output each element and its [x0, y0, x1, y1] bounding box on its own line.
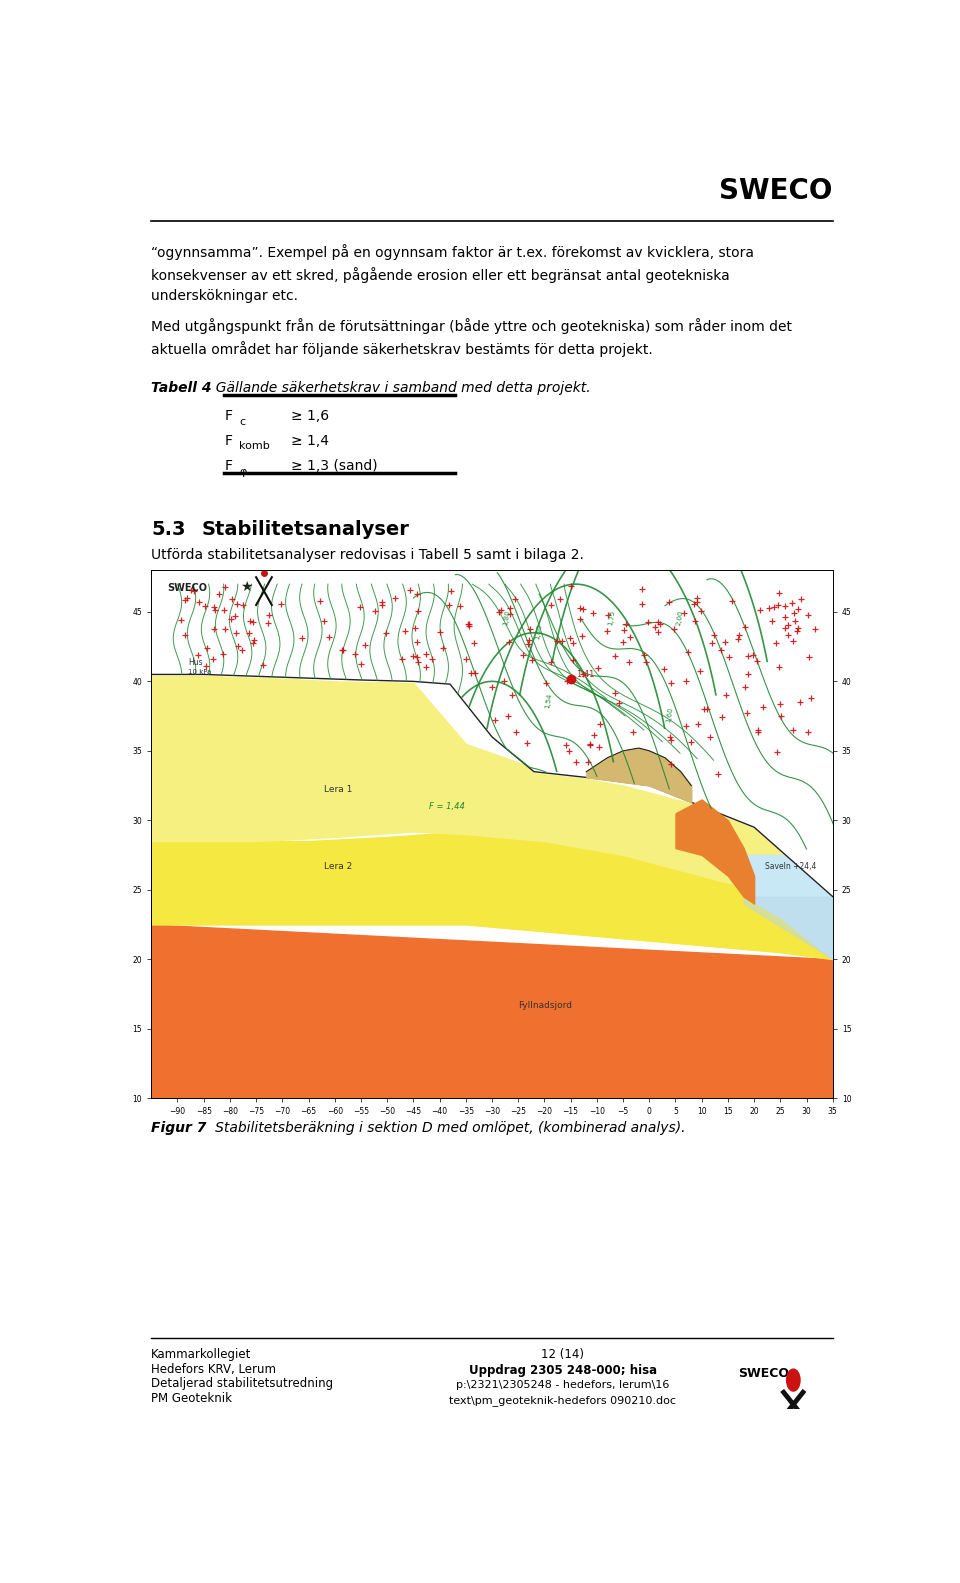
Text: F: F — [225, 434, 232, 448]
Text: p:\2321\2305248 - hedefors, lerum\16: p:\2321\2305248 - hedefors, lerum\16 — [456, 1380, 669, 1390]
Text: Uppdrag 2305 248-000; hisa: Uppdrag 2305 248-000; hisa — [468, 1365, 657, 1377]
Text: ≥ 1,4: ≥ 1,4 — [291, 434, 329, 448]
Text: ≥ 1,3 (sand): ≥ 1,3 (sand) — [291, 459, 377, 473]
Text: SWECO: SWECO — [719, 177, 832, 206]
Text: PM Geoteknik: PM Geoteknik — [152, 1391, 232, 1404]
Text: F: F — [225, 459, 232, 473]
Text: Figur 7: Figur 7 — [152, 1121, 206, 1135]
Text: Kammarkollegiet: Kammarkollegiet — [152, 1349, 252, 1361]
Text: “ogynnsamma”. Exempel på en ogynnsam faktor är t.ex. förekomst av kvicklera, sto: “ogynnsamma”. Exempel på en ogynnsam fak… — [152, 244, 755, 302]
Text: Gällande säkerhetskrav i samband med detta projekt.: Gällande säkerhetskrav i samband med det… — [207, 382, 590, 396]
Text: c: c — [239, 416, 245, 427]
Text: Hedefors KRV, Lerum: Hedefors KRV, Lerum — [152, 1363, 276, 1376]
Text: 12 (14): 12 (14) — [541, 1349, 585, 1361]
Text: Stabilitetsberäkning i sektion D med omlöpet, (kombinerad analys).: Stabilitetsberäkning i sektion D med oml… — [202, 1121, 685, 1135]
Text: Detaljerad stabilitetsutredning: Detaljerad stabilitetsutredning — [152, 1377, 333, 1390]
Text: ≥ 1,6: ≥ 1,6 — [291, 410, 329, 423]
Text: Tabell 4: Tabell 4 — [152, 382, 212, 396]
Text: Med utgångspunkt från de förutsättningar (både yttre och geotekniska) som råder : Med utgångspunkt från de förutsättningar… — [152, 318, 792, 358]
Text: Stabilitetsanalyser: Stabilitetsanalyser — [202, 521, 410, 540]
Circle shape — [786, 1369, 800, 1391]
Text: text\pm_geoteknik-hedefors 090210.doc: text\pm_geoteknik-hedefors 090210.doc — [449, 1395, 676, 1406]
Text: Utförda stabilitetsanalyser redovisas i Tabell 5 samt i bilaga 2.: Utförda stabilitetsanalyser redovisas i … — [152, 548, 584, 562]
Text: komb: komb — [239, 442, 270, 451]
Text: 5.3: 5.3 — [152, 521, 185, 540]
Text: SWECO: SWECO — [738, 1368, 789, 1380]
Text: φ: φ — [239, 467, 247, 476]
Text: F: F — [225, 410, 232, 423]
